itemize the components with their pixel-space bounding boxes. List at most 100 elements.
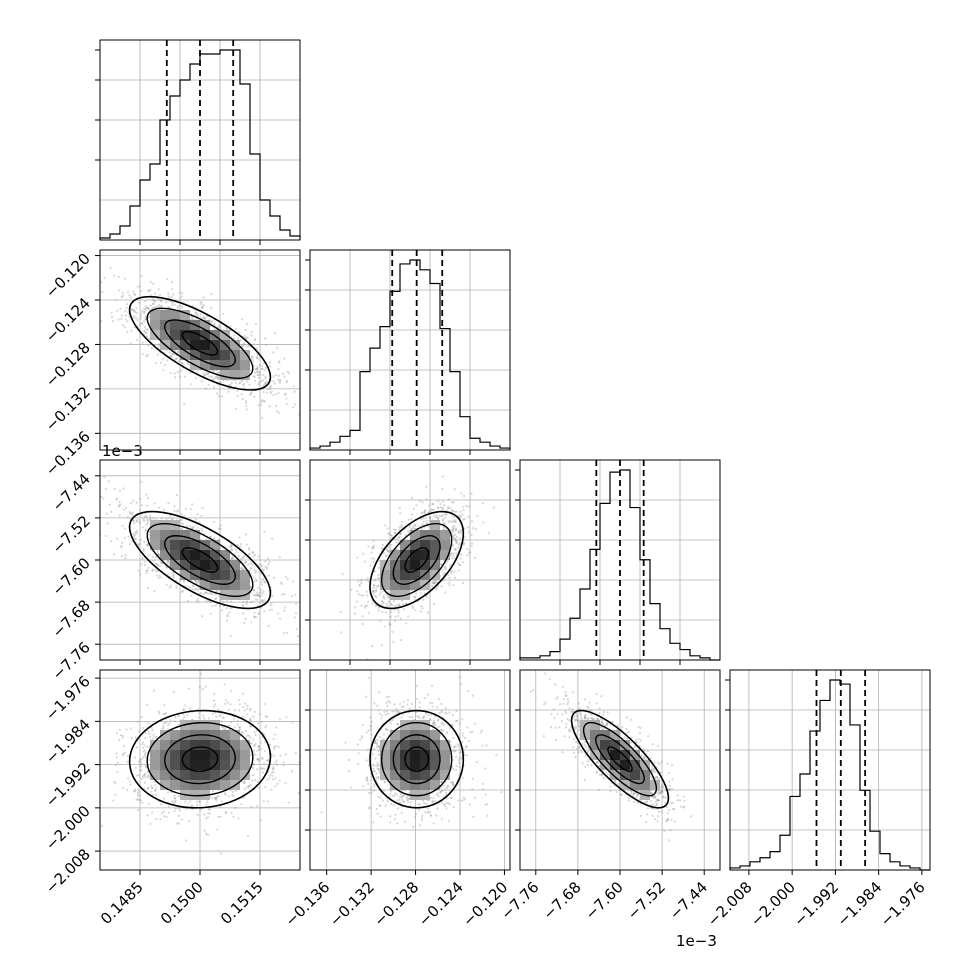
sample-point — [139, 538, 142, 542]
sample-point — [174, 357, 178, 361]
sample-point — [201, 615, 204, 618]
sample-point — [219, 528, 222, 531]
sample-point — [157, 553, 160, 556]
sample-point — [281, 372, 285, 375]
sample-point — [459, 553, 463, 556]
sample-point — [199, 302, 202, 305]
sample-point — [141, 353, 144, 356]
density-cell — [200, 340, 210, 350]
sample-point — [159, 299, 162, 302]
sample-point — [226, 613, 229, 616]
density-cell — [220, 570, 230, 580]
sample-point — [140, 275, 143, 278]
sample-point — [195, 580, 198, 583]
sample-point — [458, 563, 461, 566]
sample-point — [204, 373, 207, 376]
sample-point — [235, 551, 238, 554]
sample-point — [440, 563, 443, 566]
sample-point — [273, 332, 276, 335]
sample-point — [257, 555, 260, 558]
hist-bar — [240, 84, 250, 240]
sample-point — [130, 329, 133, 332]
sample-point — [253, 338, 256, 342]
sample-point — [158, 345, 161, 348]
sample-point — [145, 703, 149, 707]
sample-point — [170, 352, 174, 355]
sample-point — [117, 275, 120, 278]
sample-point — [470, 520, 474, 523]
sample-point — [453, 557, 456, 560]
sample-point — [73, 288, 75, 290]
sample-point — [200, 527, 203, 530]
sample-point — [115, 756, 118, 759]
sample-point — [119, 545, 122, 548]
hist-bar — [610, 472, 620, 660]
sample-point — [118, 489, 121, 493]
sample-point — [132, 519, 136, 522]
contour-line — [181, 547, 219, 573]
sample-point — [429, 510, 432, 513]
sample-point — [267, 563, 270, 566]
sample-point — [124, 554, 127, 557]
sample-point — [248, 383, 251, 386]
sample-point — [246, 322, 249, 326]
hist-bar — [260, 200, 270, 240]
sample-point — [176, 510, 179, 513]
sample-point — [237, 817, 240, 820]
sample-point — [134, 316, 138, 319]
sample-point — [180, 369, 183, 372]
sample-point — [192, 525, 196, 528]
sample-point — [152, 302, 155, 306]
sample-point — [230, 544, 233, 547]
sample-point — [132, 532, 135, 535]
sample-point — [147, 344, 150, 347]
density-cell — [230, 580, 240, 590]
sample-point — [426, 611, 430, 614]
sample-point — [169, 719, 172, 722]
sample-point — [208, 375, 211, 378]
sample-point — [238, 536, 241, 539]
sample-point — [213, 604, 216, 608]
sample-point — [462, 494, 466, 498]
sample-point — [252, 576, 255, 579]
sample-point — [283, 357, 286, 360]
sample-point — [213, 537, 216, 540]
sample-point — [271, 393, 275, 397]
hist-bar — [200, 54, 210, 240]
sample-point — [156, 563, 160, 566]
sample-point — [147, 289, 150, 293]
sample-point — [249, 709, 252, 712]
sample-point — [248, 785, 251, 788]
sample-point — [136, 519, 139, 522]
sample-point — [450, 508, 453, 512]
sample-point — [103, 276, 106, 279]
sample-point — [421, 512, 424, 515]
sample-point — [454, 548, 457, 551]
sample-point — [134, 293, 137, 296]
sample-point — [377, 609, 380, 612]
sample-point — [209, 591, 212, 594]
sample-point — [270, 788, 273, 791]
sample-point — [132, 309, 135, 312]
sample-point — [115, 498, 118, 501]
sample-point — [369, 564, 372, 567]
y-tick-label: −0.132 — [42, 383, 94, 435]
sample-point — [452, 537, 456, 540]
sample-point — [269, 604, 272, 607]
contour-line — [404, 547, 430, 573]
sample-point — [257, 594, 260, 597]
y-tick-label: −7.52 — [49, 512, 94, 557]
density-cell — [240, 350, 250, 360]
sample-point — [166, 559, 169, 562]
hist-bar — [370, 348, 380, 450]
sample-point — [219, 380, 222, 384]
density-cell — [180, 550, 190, 560]
sample-point — [253, 379, 257, 382]
sample-point — [213, 520, 216, 524]
sample-point — [453, 524, 456, 527]
sample-point — [128, 542, 132, 546]
sample-point — [367, 580, 370, 583]
sample-point — [468, 551, 471, 554]
sample-point — [455, 528, 458, 531]
sample-point — [250, 620, 253, 624]
